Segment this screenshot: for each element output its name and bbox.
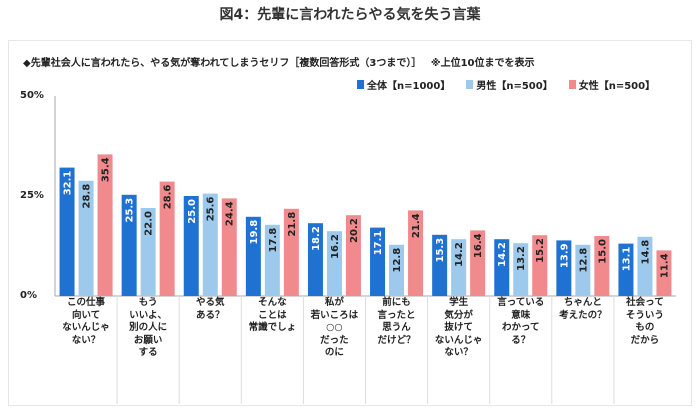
bar-female — [221, 198, 237, 296]
value-label-female: 35.4 — [101, 157, 112, 182]
value-label-female: 21.4 — [411, 213, 422, 238]
bar-female — [594, 236, 610, 296]
bar-female — [159, 181, 175, 296]
legend-swatch-male — [466, 79, 474, 89]
value-label-all: 17.1 — [373, 231, 384, 256]
bar-all — [245, 216, 261, 296]
value-label-male: 16.2 — [330, 234, 341, 259]
category-label: 前にも 言ったと 思うん だけど？ — [377, 297, 416, 346]
bar-female — [408, 210, 424, 296]
y-tick-label: 25% — [20, 190, 44, 201]
y-tick-label: 0% — [20, 290, 37, 301]
bar-male — [637, 236, 653, 296]
chart-note: ※上位10位までを表示 — [430, 58, 535, 69]
legend-label-all: 全体【n=1000】 — [367, 80, 451, 92]
bar-all — [183, 196, 199, 296]
value-label-female: 15.2 — [535, 238, 546, 263]
y-tick-label: 50% — [20, 90, 44, 101]
bar-male — [389, 244, 405, 296]
bar-all — [432, 234, 448, 296]
value-label-all: 14.2 — [497, 242, 508, 267]
bar-male — [451, 239, 467, 296]
value-label-male: 22.0 — [144, 211, 155, 236]
legend-label-female: 女性【n=500】 — [578, 80, 656, 92]
bar-male — [575, 244, 591, 296]
value-label-all: 25.0 — [187, 199, 198, 224]
bar-all — [556, 240, 572, 296]
value-label-female: 24.4 — [225, 201, 236, 226]
bar-all — [370, 227, 386, 296]
category-label: そんな ことは 常識でしょ — [248, 297, 297, 333]
legend-item-all: 全体【n=1000】 — [357, 74, 450, 94]
legend-swatch-female — [568, 79, 576, 89]
value-label-male: 17.8 — [268, 228, 279, 253]
value-label-female: 16.4 — [473, 233, 484, 258]
value-label-male: 12.8 — [392, 248, 403, 273]
value-label-male: 14.8 — [640, 240, 651, 265]
bar-female — [97, 154, 113, 296]
value-label-all: 19.8 — [249, 220, 260, 245]
bar-female — [470, 230, 486, 296]
legend-item-female: 女性【n=500】 — [568, 74, 656, 94]
category-label: 学生 気分が 抜けて ないんじゃ ない？ — [434, 297, 483, 358]
chart-legend: 全体【n=1000】 男性【n=500】 女性【n=500】 — [357, 74, 657, 94]
value-label-all: 32.1 — [63, 171, 74, 196]
bar-male — [202, 193, 218, 296]
chart-subtitle: ◆先輩社会人に言われたら、やる気が奪われてしまうセリフ［複数回答形式（3つまで）… — [23, 54, 534, 69]
bar-male — [326, 231, 342, 296]
bar-male — [513, 243, 529, 296]
value-label-male: 14.2 — [454, 242, 465, 267]
value-label-male: 12.8 — [578, 248, 589, 273]
value-label-male: 13.2 — [516, 246, 527, 271]
bar-male — [78, 180, 94, 296]
bar-female — [345, 215, 361, 296]
value-label-female: 15.0 — [597, 239, 608, 264]
bar-all — [618, 243, 634, 296]
bar-male — [264, 224, 280, 296]
value-label-female: 28.6 — [163, 185, 174, 210]
value-label-all: 18.2 — [311, 226, 322, 251]
bar-male — [140, 208, 156, 296]
value-label-male: 28.8 — [82, 184, 93, 209]
value-label-all: 25.3 — [125, 198, 136, 223]
bar-all — [307, 223, 323, 296]
chart-subtitle-text: ◆先輩社会人に言われたら、やる気が奪われてしまうセリフ［複数回答形式（3つまで）… — [23, 58, 422, 69]
value-label-female: 20.2 — [349, 218, 360, 243]
bar-all — [59, 167, 75, 296]
value-label-male: 25.6 — [206, 197, 217, 222]
bar-female — [656, 250, 672, 296]
legend-item-male: 男性【n=500】 — [466, 74, 553, 94]
category-label: 言っている 意味 わかって る？ — [497, 297, 545, 346]
legend-label-male: 男性【n=500】 — [476, 80, 553, 92]
bar-all — [494, 239, 510, 296]
category-label: やる気 ある？ — [195, 297, 225, 321]
category-label: もう いいよ、 別の人に お願い する — [129, 297, 168, 358]
bar-female — [532, 235, 548, 296]
bar-female — [283, 208, 299, 296]
value-label-all: 13.1 — [621, 247, 632, 272]
category-label: 社会って そういう もの だから — [625, 297, 664, 346]
figure-title: 図4：先輩に言われたらやる気を失う言葉 — [219, 7, 481, 23]
value-label-all: 13.9 — [559, 243, 570, 268]
value-label-female: 11.4 — [659, 253, 670, 278]
category-label: この仕事 向いて ないんじゃ ない？ — [62, 297, 110, 346]
value-label-all: 15.3 — [435, 238, 446, 263]
bar-all — [121, 194, 137, 296]
legend-swatch-all — [357, 79, 364, 89]
category-label: ちゃんと 考えたの？ — [559, 297, 607, 321]
value-label-female: 21.8 — [287, 212, 298, 237]
category-label: 私が 若いころは ○○ だった のに — [310, 297, 359, 358]
